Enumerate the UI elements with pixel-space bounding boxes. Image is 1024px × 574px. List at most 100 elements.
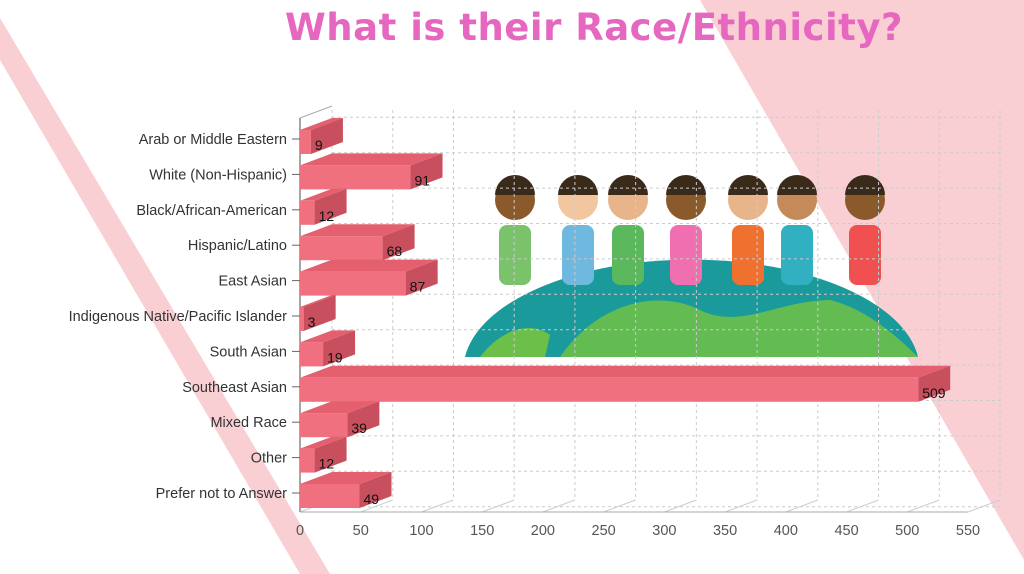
bar-top — [300, 188, 347, 201]
grid-line-depth — [785, 499, 818, 513]
kid-figure — [777, 175, 817, 285]
category-label: Mixed Race — [210, 415, 287, 431]
grid-line-depth — [603, 499, 636, 513]
bar-front — [300, 200, 315, 225]
category-label: East Asian — [218, 274, 287, 290]
bar-front — [300, 307, 304, 331]
bar: 87 — [300, 259, 438, 296]
bar-value-label: 12 — [319, 456, 335, 472]
pink-stripe-left — [0, 18, 330, 574]
bar-side — [314, 436, 347, 473]
bar-side — [303, 295, 336, 331]
kid-figure — [495, 175, 535, 285]
bar-top — [300, 472, 392, 484]
grid-line-depth — [360, 499, 393, 513]
category-label: Prefer not to Answer — [156, 486, 288, 502]
x-tick-label: 50 — [353, 523, 369, 539]
bar-top — [300, 330, 356, 343]
category-label: Hispanic/Latino — [188, 238, 287, 254]
bar-top — [300, 118, 343, 130]
bar-side — [310, 118, 343, 154]
grid-line-depth — [724, 499, 758, 513]
kid-figure — [608, 175, 648, 285]
bar-front — [300, 413, 348, 438]
grid-line-depth — [482, 499, 515, 513]
x-tick-label: 300 — [652, 523, 676, 539]
x-tick-label: 550 — [956, 523, 980, 539]
x-tick-label: 450 — [834, 523, 858, 539]
category-label: Black/African-American — [136, 203, 287, 219]
bar: 39 — [300, 401, 380, 438]
bar: 19 — [300, 330, 356, 367]
kid-figure — [558, 175, 598, 285]
bar-value-label: 87 — [410, 279, 426, 295]
bar-top — [300, 436, 347, 449]
axis-depth-line — [299, 105, 333, 119]
bar-value-label: 12 — [319, 208, 335, 224]
grid-line-depth — [846, 499, 879, 513]
bars: 9 91 12 68 87 3 19 509 39 12 49 — [300, 118, 951, 508]
bar-front — [300, 377, 919, 402]
bar-front — [300, 342, 324, 367]
category-label: South Asian — [210, 344, 287, 360]
bar-side — [382, 224, 415, 261]
x-tick-label: 500 — [895, 523, 919, 539]
bar-value-label: 19 — [327, 349, 343, 365]
category-label: Arab or Middle Eastern — [139, 132, 287, 148]
x-tick-label: 400 — [774, 523, 798, 539]
bar: 68 — [300, 224, 415, 261]
x-tick-label: 250 — [592, 523, 616, 539]
bar-side — [314, 188, 347, 225]
grid-line-depth — [542, 499, 576, 513]
grid-line-depth — [967, 499, 1001, 513]
bar-top — [300, 401, 380, 414]
bar: 49 — [300, 472, 392, 508]
bar-top — [300, 153, 443, 166]
bar: 9 — [300, 118, 343, 154]
bar-value-label: 39 — [351, 420, 367, 436]
x-tick-label: 350 — [713, 523, 737, 539]
category-label: Southeast Asian — [182, 380, 287, 396]
bar-value-label: 3 — [308, 314, 316, 330]
category-label: Other — [251, 451, 287, 467]
x-tick-label: 200 — [531, 523, 555, 539]
bar-side — [347, 401, 380, 438]
x-tick-label: 150 — [470, 523, 494, 539]
bar-side — [918, 365, 951, 402]
x-tick-labels: 0 50 100 150 200 250 300 350 400 450 500 550 — [296, 523, 980, 539]
bar-side — [323, 330, 356, 367]
kid-figure — [728, 175, 768, 285]
bar-value-label: 91 — [415, 172, 431, 188]
grid-line-depth — [907, 499, 940, 513]
category-label: Indigenous Native/Pacific Islander — [69, 309, 288, 325]
category-labels: Arab or Middle Eastern White (Non-Hispani… — [69, 132, 300, 502]
x-tick-label: 0 — [296, 523, 304, 539]
x-tick-label: 100 — [409, 523, 433, 539]
kid-figure — [845, 175, 885, 285]
category-label: White (Non-Hispanic) — [149, 167, 287, 183]
grid-line-depth — [664, 499, 697, 513]
bar-side — [405, 259, 438, 296]
page-title: What is their Race/Ethnicity? — [285, 6, 903, 49]
bar-top — [300, 259, 438, 272]
bar-top — [300, 295, 336, 307]
grid-line-depth — [421, 499, 454, 513]
bar: 12 — [300, 188, 347, 225]
bar-value-label: 509 — [922, 385, 946, 401]
bar-front — [300, 271, 406, 296]
bar-side — [410, 153, 443, 190]
bar-front — [300, 484, 360, 508]
bar-front — [300, 130, 311, 154]
bar-value-label: 68 — [387, 243, 403, 259]
bar-front — [300, 165, 411, 190]
bar: 3 — [300, 295, 336, 331]
bar-top — [300, 224, 415, 237]
bar-value-label: 49 — [364, 491, 380, 507]
bar-side — [359, 472, 392, 508]
bar-top — [300, 365, 951, 378]
bar-value-label: 9 — [315, 137, 323, 153]
bar-front — [300, 448, 315, 473]
bar: 12 — [300, 436, 347, 473]
